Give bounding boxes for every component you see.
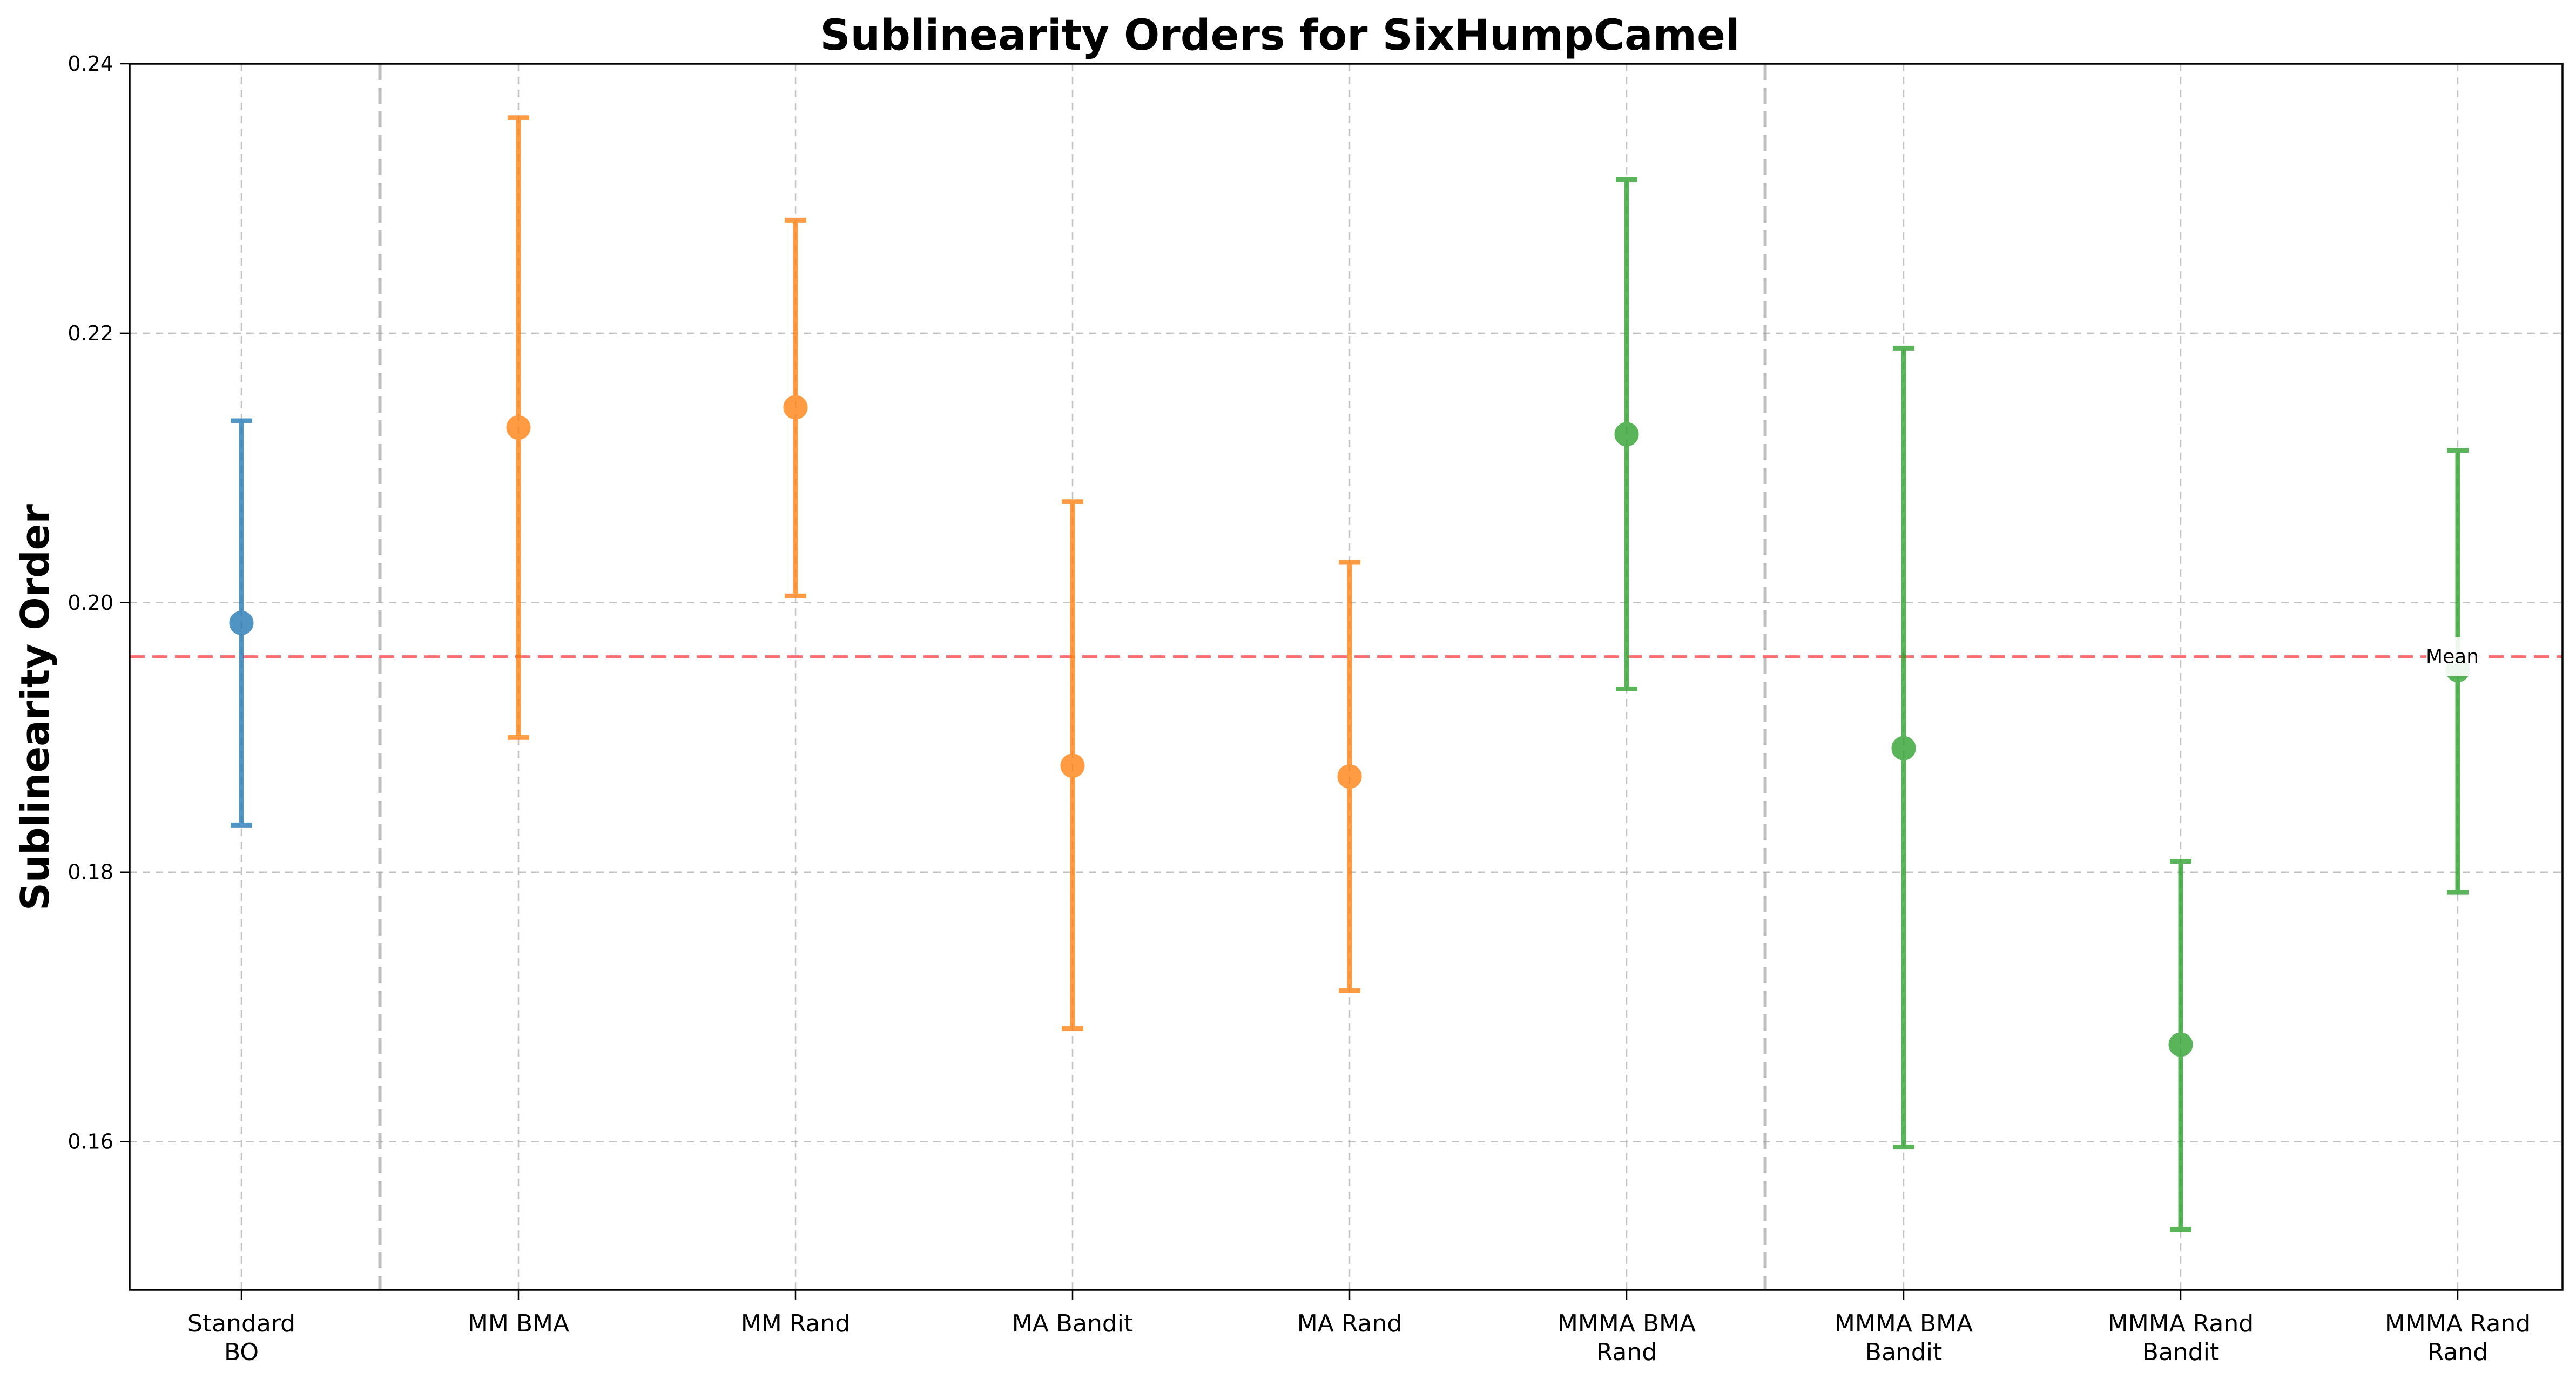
mean-marker	[2168, 1032, 2193, 1057]
x-tick-label: MA Rand	[1297, 1310, 1402, 1337]
y-axis-label: Sublinearity Order	[12, 504, 58, 911]
group-separators	[378, 64, 1767, 1290]
data-point-group	[506, 115, 531, 740]
chart-title: Sublinearity Orders for SixHumpCamel	[820, 11, 1739, 60]
legend-box	[2426, 637, 2486, 676]
mean-marker	[506, 415, 531, 440]
x-tick-label: MMMA BMA	[1835, 1310, 1973, 1337]
data-point-group	[229, 418, 254, 828]
mean-marker	[229, 610, 254, 635]
data-point-group	[2168, 859, 2193, 1232]
x-tick-label: MMMA Rand	[2385, 1310, 2531, 1337]
mean-marker	[1891, 736, 1916, 761]
y-tick-label: 0.16	[68, 1130, 113, 1154]
y-tick-label: 0.18	[68, 860, 113, 884]
mean-marker	[783, 395, 808, 420]
data-point-group	[1891, 345, 1916, 1150]
mean-marker	[1614, 422, 1639, 447]
x-tick-label-line2: BO	[224, 1338, 259, 1366]
x-tick-label: MMMA Rand	[2108, 1310, 2254, 1337]
grid	[130, 63, 2562, 1290]
data-point-group	[1060, 499, 1085, 1031]
data-point-group	[1337, 560, 1362, 993]
y-tick-label: 0.22	[68, 321, 113, 345]
y-tick-label: 0.20	[68, 591, 113, 615]
x-tick-label-line2: Rand	[2427, 1338, 2488, 1366]
x-tick-label: MM Rand	[741, 1310, 850, 1337]
legend-mean-label: Mean	[2426, 646, 2479, 668]
data-point-group	[783, 217, 808, 598]
x-tick-label: MA Bandit	[1012, 1310, 1134, 1337]
x-tick-label: Standard	[187, 1310, 295, 1337]
x-tick-label-line2: Bandit	[2142, 1338, 2219, 1366]
mean-marker	[1337, 764, 1362, 789]
mean-marker	[1060, 754, 1085, 778]
mean-legend: Mean	[2426, 637, 2486, 676]
x-tick-label: MM BMA	[468, 1310, 569, 1337]
x-tick-label: MMMA BMA	[1557, 1310, 1696, 1337]
x-tick-label-line2: Bandit	[1865, 1338, 1942, 1366]
data-point-group	[1614, 177, 1639, 691]
x-tick-label-line2: Rand	[1596, 1338, 1657, 1366]
y-tick-label: 0.24	[68, 52, 113, 76]
plot-frame	[129, 63, 2564, 1291]
